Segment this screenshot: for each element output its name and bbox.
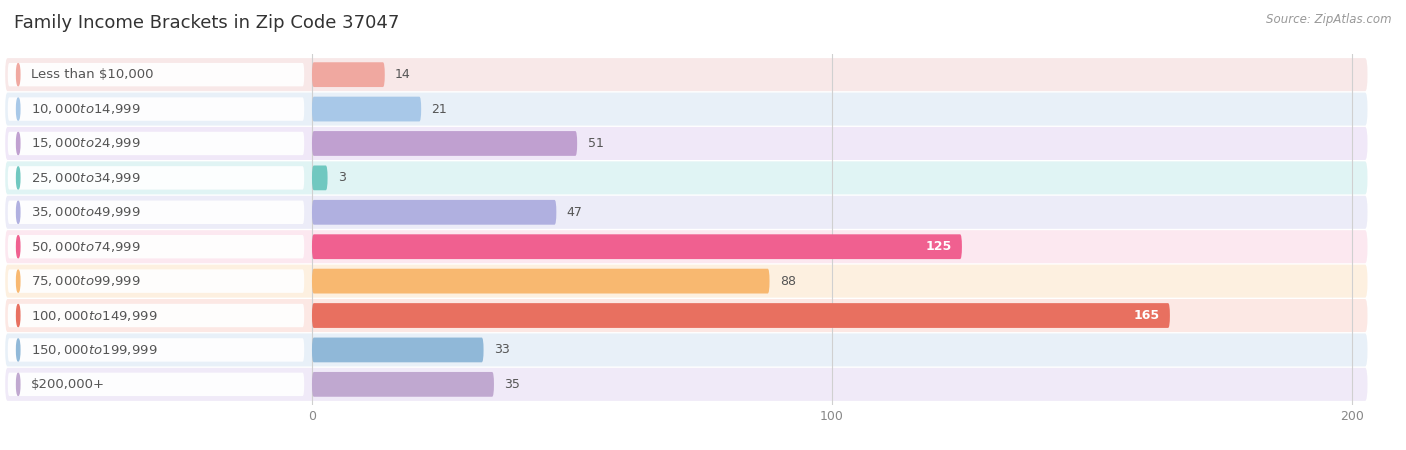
Text: Less than $10,000: Less than $10,000: [31, 68, 153, 81]
Circle shape: [17, 236, 20, 258]
Text: 35: 35: [505, 378, 520, 391]
Text: $50,000 to $74,999: $50,000 to $74,999: [31, 240, 141, 254]
Circle shape: [17, 305, 20, 327]
Circle shape: [17, 201, 20, 223]
FancyBboxPatch shape: [8, 132, 304, 155]
Text: 21: 21: [432, 103, 447, 116]
Text: 3: 3: [337, 171, 346, 184]
Text: 88: 88: [780, 274, 796, 288]
Text: $15,000 to $24,999: $15,000 to $24,999: [31, 136, 141, 150]
FancyBboxPatch shape: [6, 368, 1368, 401]
FancyBboxPatch shape: [312, 200, 557, 225]
Text: $35,000 to $49,999: $35,000 to $49,999: [31, 205, 141, 219]
Text: $75,000 to $99,999: $75,000 to $99,999: [31, 274, 141, 288]
FancyBboxPatch shape: [8, 166, 304, 189]
FancyBboxPatch shape: [8, 63, 304, 86]
FancyBboxPatch shape: [312, 269, 769, 293]
FancyBboxPatch shape: [6, 127, 1368, 160]
Text: $25,000 to $34,999: $25,000 to $34,999: [31, 171, 141, 185]
FancyBboxPatch shape: [6, 93, 1368, 126]
Text: 14: 14: [395, 68, 411, 81]
FancyBboxPatch shape: [6, 196, 1368, 229]
FancyBboxPatch shape: [6, 333, 1368, 366]
Circle shape: [17, 98, 20, 120]
FancyBboxPatch shape: [6, 162, 1368, 194]
Text: Source: ZipAtlas.com: Source: ZipAtlas.com: [1267, 14, 1392, 27]
FancyBboxPatch shape: [312, 131, 576, 156]
FancyBboxPatch shape: [312, 303, 1170, 328]
Text: $150,000 to $199,999: $150,000 to $199,999: [31, 343, 157, 357]
FancyBboxPatch shape: [8, 338, 304, 362]
FancyBboxPatch shape: [8, 235, 304, 258]
Circle shape: [17, 63, 20, 86]
Circle shape: [17, 270, 20, 292]
FancyBboxPatch shape: [8, 201, 304, 224]
FancyBboxPatch shape: [6, 58, 1368, 91]
Text: 165: 165: [1133, 309, 1160, 322]
FancyBboxPatch shape: [312, 62, 385, 87]
FancyBboxPatch shape: [8, 373, 304, 396]
Text: 125: 125: [925, 240, 952, 253]
FancyBboxPatch shape: [312, 234, 962, 259]
Circle shape: [17, 167, 20, 189]
Text: 51: 51: [588, 137, 603, 150]
FancyBboxPatch shape: [312, 166, 328, 190]
FancyBboxPatch shape: [8, 97, 304, 121]
FancyBboxPatch shape: [312, 372, 494, 397]
FancyBboxPatch shape: [6, 230, 1368, 263]
Text: Family Income Brackets in Zip Code 37047: Family Income Brackets in Zip Code 37047: [14, 14, 399, 32]
FancyBboxPatch shape: [8, 270, 304, 293]
FancyBboxPatch shape: [312, 338, 484, 362]
Text: $10,000 to $14,999: $10,000 to $14,999: [31, 102, 141, 116]
Text: 47: 47: [567, 206, 582, 219]
Text: $200,000+: $200,000+: [31, 378, 105, 391]
Text: $100,000 to $149,999: $100,000 to $149,999: [31, 309, 157, 323]
Circle shape: [17, 374, 20, 396]
Circle shape: [17, 132, 20, 154]
FancyBboxPatch shape: [6, 299, 1368, 332]
Text: 33: 33: [494, 343, 510, 356]
Circle shape: [17, 339, 20, 361]
FancyBboxPatch shape: [8, 304, 304, 327]
FancyBboxPatch shape: [6, 265, 1368, 297]
FancyBboxPatch shape: [312, 97, 422, 122]
